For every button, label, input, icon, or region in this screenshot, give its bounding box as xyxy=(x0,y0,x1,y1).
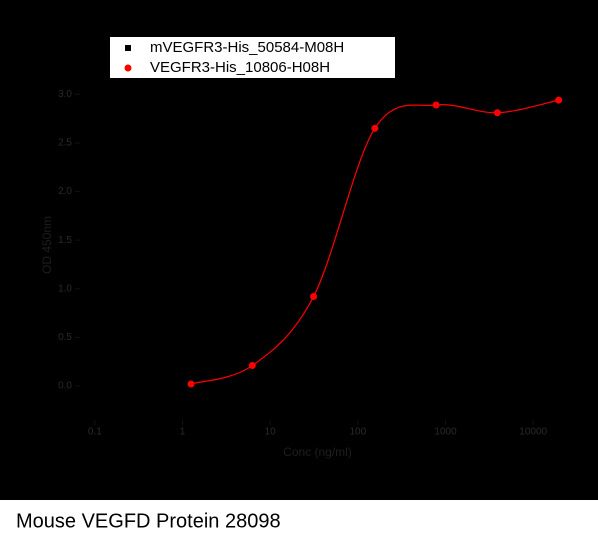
fit-curve xyxy=(190,99,559,385)
y-tick-label: 0.5 xyxy=(58,332,72,343)
x-tick-label: 10000 xyxy=(519,427,547,438)
y-tick-label: 2.0 xyxy=(58,186,72,197)
y-axis-label: OD 450nm xyxy=(40,216,54,274)
legend-marker xyxy=(124,64,132,72)
x-axis-label: Conc (ng/ml) xyxy=(283,445,352,459)
legend-label: VEGFR3-His_10806-H08H xyxy=(150,59,330,76)
x-tick-label: 1000 xyxy=(434,427,457,438)
x-tick-label: 1 xyxy=(180,427,186,438)
legend-box xyxy=(110,37,395,78)
y-tick-label: 1.0 xyxy=(58,283,72,294)
x-tick-label: 10 xyxy=(265,427,277,438)
y-tick-label: 0.0 xyxy=(58,381,72,392)
caption: Mouse VEGFD Protein 28098 xyxy=(16,510,281,532)
chart-background xyxy=(0,0,598,500)
legend-marker xyxy=(125,45,131,51)
y-tick-label: 1.5 xyxy=(58,235,72,246)
legend-label: mVEGFR3-His_50584-M08H xyxy=(150,39,344,56)
caption-background xyxy=(0,500,598,545)
y-tick-label: 3.0 xyxy=(58,89,72,100)
x-tick-label: 0.1 xyxy=(88,427,102,438)
y-tick-label: 2.5 xyxy=(58,138,72,149)
x-tick-label: 100 xyxy=(350,427,367,438)
